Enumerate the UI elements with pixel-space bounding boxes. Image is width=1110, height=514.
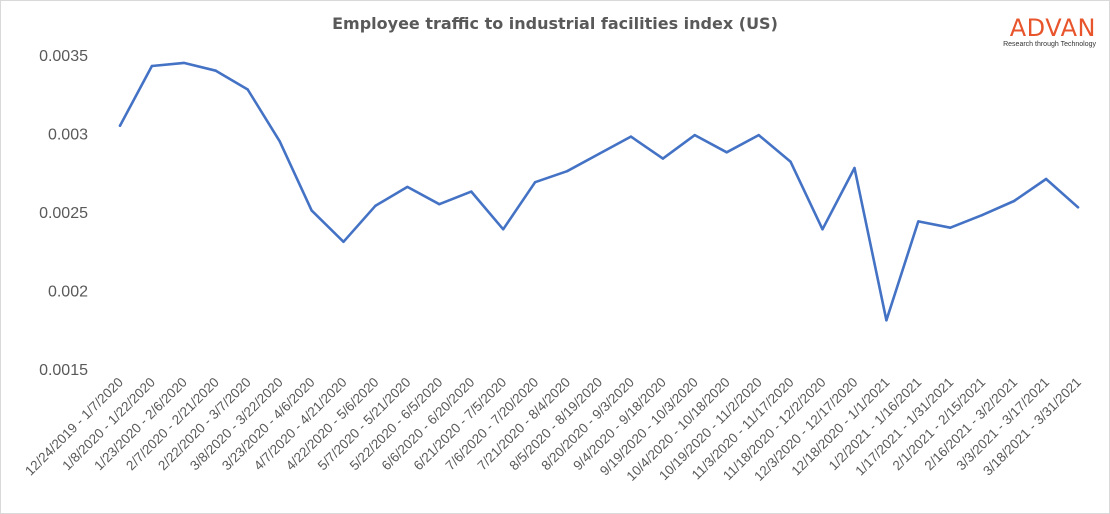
data-point xyxy=(949,226,952,229)
data-point xyxy=(821,228,824,231)
data-point xyxy=(917,220,920,223)
data-point xyxy=(214,69,217,72)
data-point xyxy=(182,61,186,65)
y-tick-label: 0.0025 xyxy=(39,205,88,222)
data-point xyxy=(533,181,537,184)
data-point xyxy=(438,203,441,206)
data-point xyxy=(725,151,728,154)
plot-area xyxy=(118,61,1080,322)
data-point xyxy=(565,170,569,173)
data-point xyxy=(502,228,505,231)
data-point xyxy=(1044,177,1048,181)
data-point xyxy=(1076,206,1080,209)
data-point xyxy=(853,166,856,170)
y-tick-label: 0.002 xyxy=(48,284,88,301)
data-point xyxy=(342,240,345,243)
y-tick-label: 0.0035 xyxy=(39,48,88,65)
data-point xyxy=(246,88,249,91)
data-point xyxy=(374,204,377,207)
y-tick-label: 0.0015 xyxy=(39,362,88,379)
data-point xyxy=(661,157,665,160)
data-point xyxy=(118,124,122,127)
data-point xyxy=(278,140,281,143)
data-point xyxy=(470,190,473,193)
series-line xyxy=(118,61,1080,322)
data-point xyxy=(629,135,633,138)
chart-title: Employee traffic to industrial facilitie… xyxy=(332,14,778,33)
data-point xyxy=(597,152,601,156)
data-point xyxy=(310,209,313,212)
data-point xyxy=(981,213,984,217)
data-point xyxy=(693,133,696,137)
data-point xyxy=(789,160,792,163)
data-point xyxy=(757,133,760,137)
data-point xyxy=(885,319,888,322)
logo-tagline: Research through Technology xyxy=(1003,41,1096,48)
y-tick-label: 0.003 xyxy=(48,127,88,144)
data-point xyxy=(1012,199,1016,203)
logo-wordmark: ADVAN xyxy=(1009,14,1096,42)
y-axis: 0.0015 0.002 0.0025 0.003 0.0035 xyxy=(39,48,88,379)
data-point xyxy=(150,64,154,68)
advan-logo: ADVAN Research through Technology xyxy=(986,16,1096,48)
data-point xyxy=(406,185,409,189)
